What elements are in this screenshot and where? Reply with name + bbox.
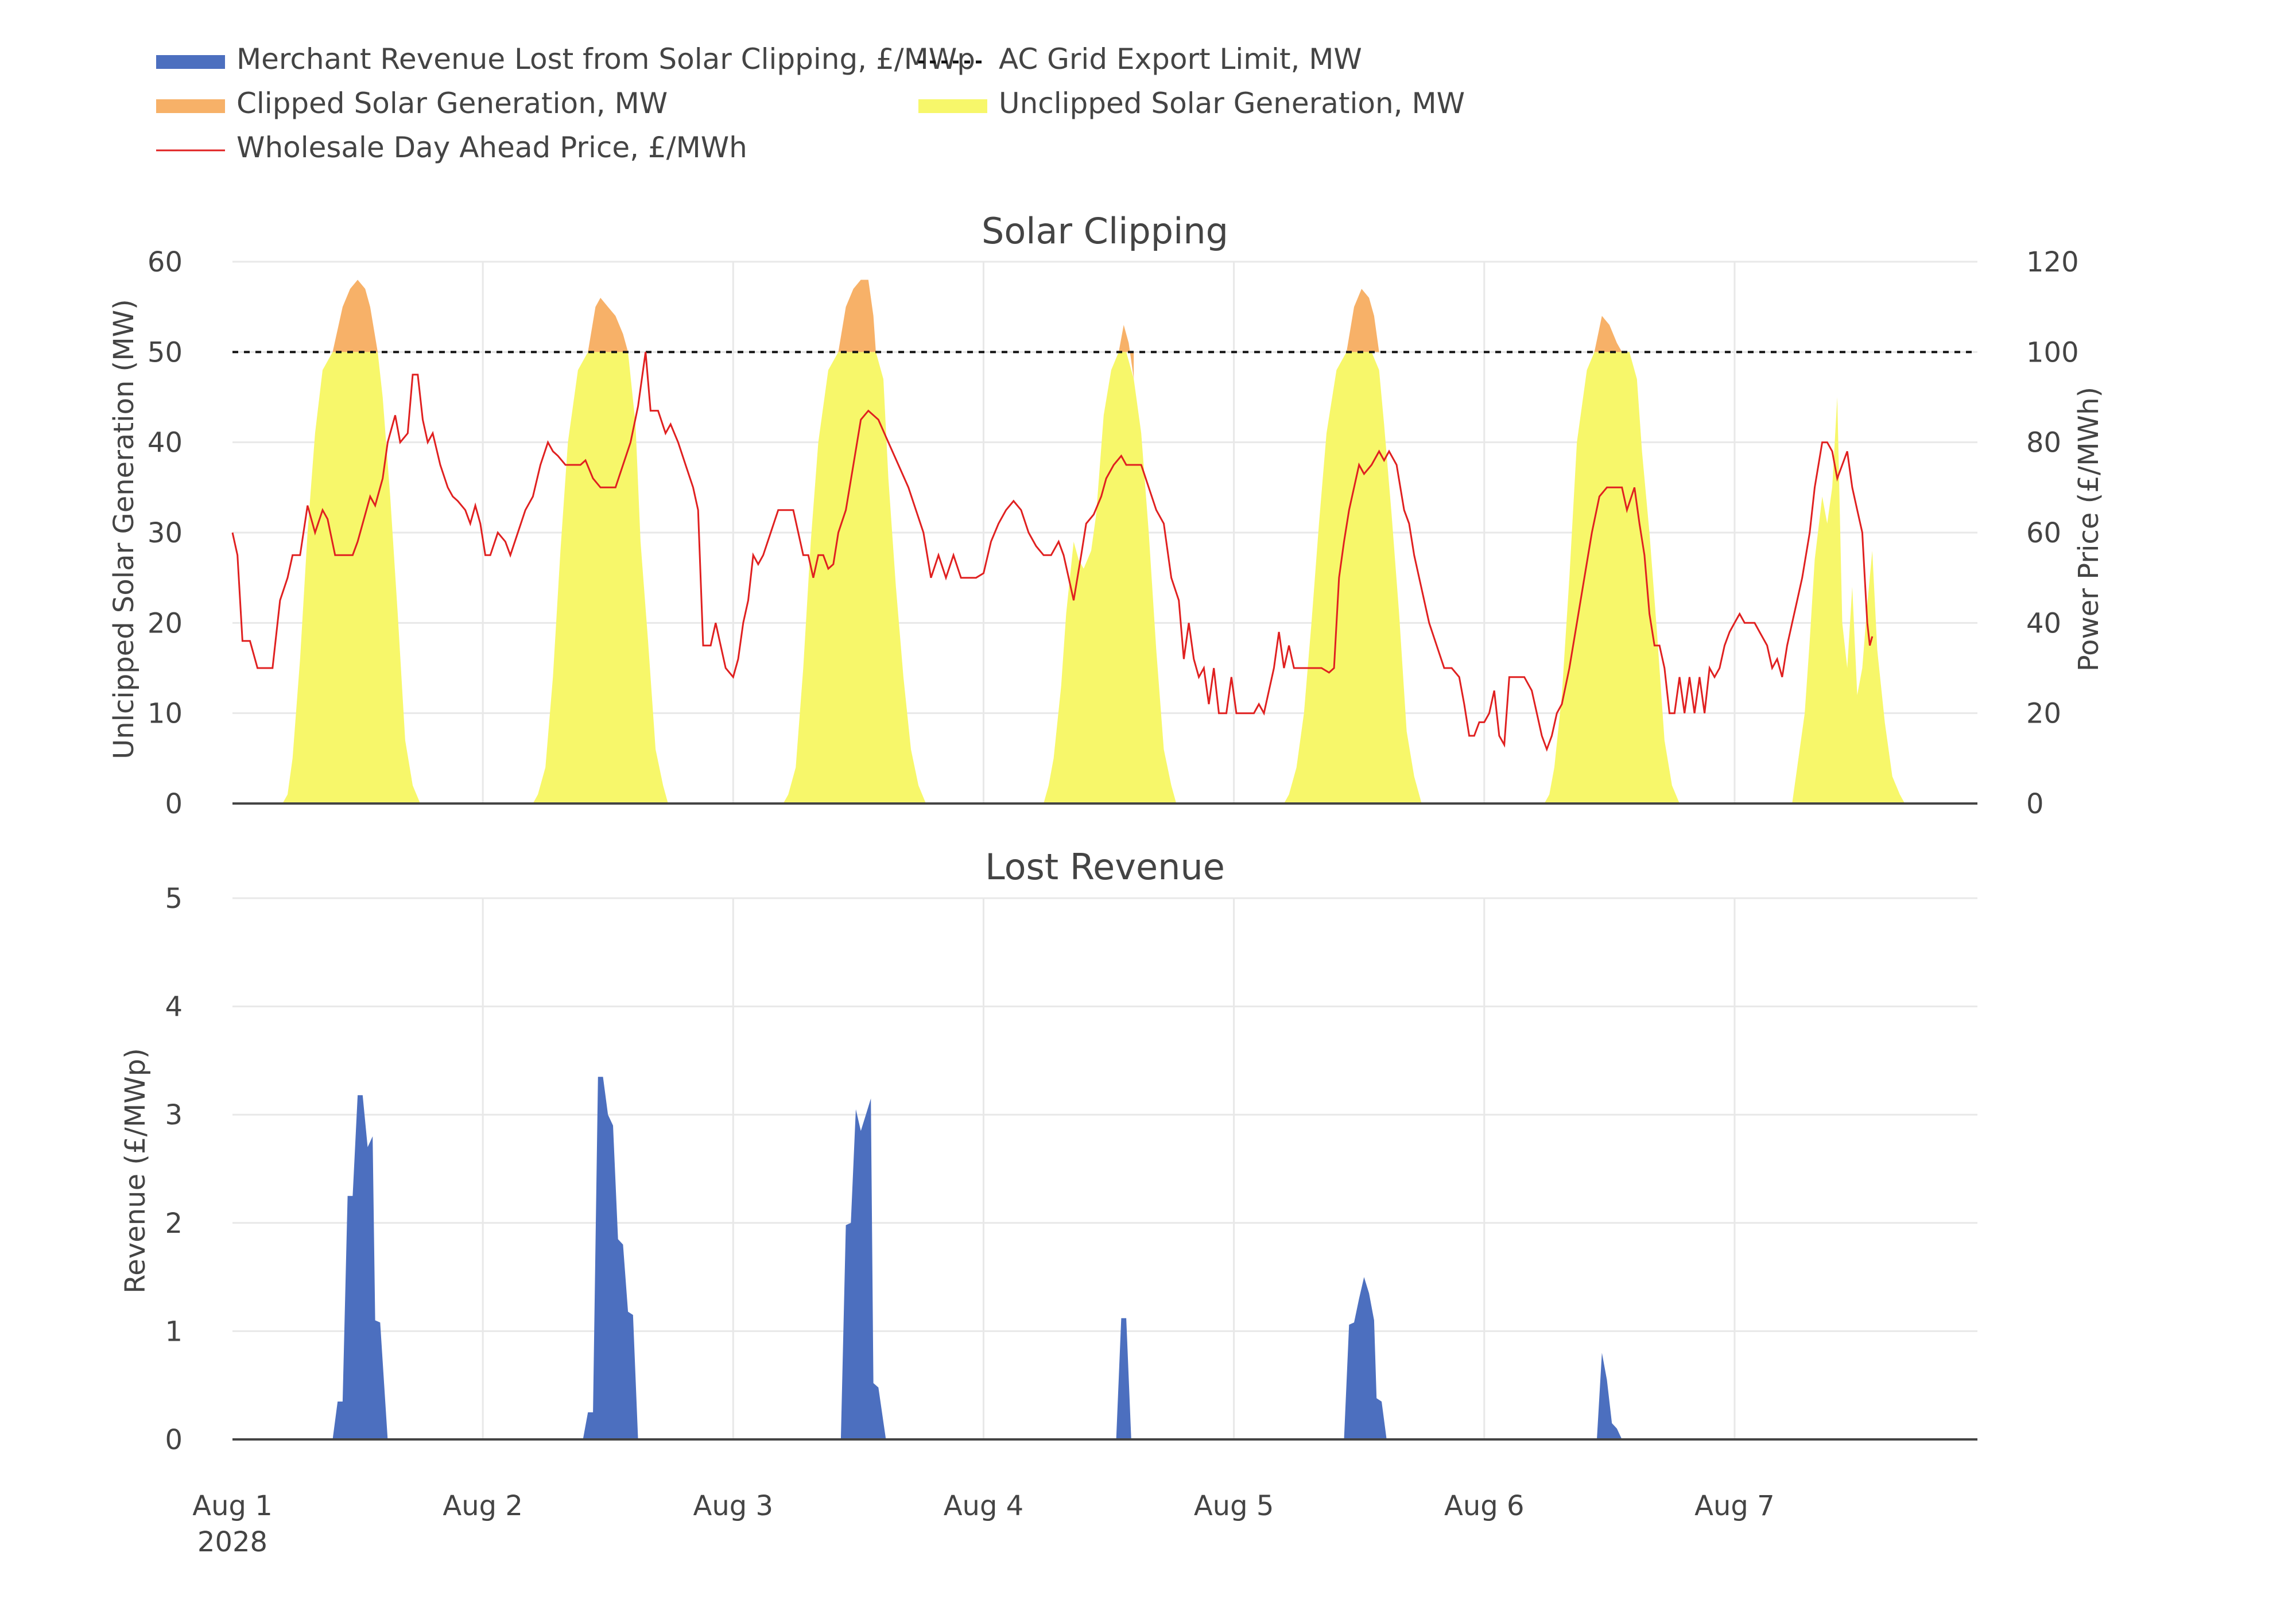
bottom-x-ticks: Aug 1 Aug 2 Aug 3 Aug 4 Aug 5 Aug 6 Aug 7 2028 <box>192 1490 1774 1558</box>
top-chart-title: Solar Clipping <box>982 210 1228 252</box>
bottom-y-ticks: 0 1 2 3 4 5 <box>165 883 183 1456</box>
legend: Merchant Revenue Lost from Solar Clippin… <box>156 42 1465 164</box>
x-tick-label: Aug 4 <box>944 1490 1024 1522</box>
solar-clipping-chart: Solar Clipping 0 10 20 30 40 50 60 0 20 40 60 80 10… <box>108 210 2105 820</box>
legend-swatch-lost-revenue <box>156 55 225 69</box>
clipped-generation-area <box>1594 316 1622 352</box>
lost-revenue-area <box>840 1098 886 1439</box>
x-tick-label: Aug 3 <box>693 1490 774 1522</box>
legend-label-clipped: Clipped Solar Generation, MW <box>236 87 668 120</box>
top-y-ticks: 0 10 20 30 40 50 60 <box>148 246 183 820</box>
price-line <box>231 352 1874 752</box>
legend-label-price: Wholesale Day Ahead Price, £/MWh <box>236 131 747 164</box>
unclipped-generation-area <box>232 352 1977 804</box>
top-y2-axis-label: Power Price (£/MWh) <box>2073 387 2105 671</box>
bottom-gridlines <box>232 897 1977 1439</box>
clipped-generation-area <box>1346 289 1379 352</box>
clipped-generation-area <box>588 297 629 352</box>
top-y2-tick-label: 120 <box>2026 246 2079 278</box>
top-y2-tick-label: 100 <box>2026 336 2079 368</box>
bottom-y-tick-label: 3 <box>165 1099 183 1131</box>
x-tick-label: Aug 7 <box>1694 1490 1775 1522</box>
lost-revenue-area <box>1597 1353 1622 1439</box>
x-tick-label: Aug 2 <box>443 1490 523 1522</box>
legend-label-lost-revenue: Merchant Revenue Lost from Solar Clippin… <box>236 42 975 76</box>
top-areas <box>232 280 1977 804</box>
bottom-y-tick-label: 2 <box>165 1208 183 1240</box>
bottom-y-tick-label: 4 <box>165 991 183 1023</box>
x-tick-label: Aug 5 <box>1194 1490 1274 1522</box>
clipped-generation-area <box>838 280 876 352</box>
lost-revenue-area <box>1116 1318 1131 1439</box>
bottom-y-axis-label: Revenue (£/MWp) <box>119 1048 152 1294</box>
lost-revenue-area <box>332 1095 388 1439</box>
top-y-tick-label: 30 <box>148 517 183 549</box>
lost-revenue-chart: Lost Revenue 0 1 2 3 4 5 Aug 1 Aug 2 Aug 3 Aug 4… <box>119 846 1977 1558</box>
top-y2-ticks: 0 20 40 60 80 100 120 <box>2026 246 2079 820</box>
top-y2-tick-label: 20 <box>2026 698 2061 730</box>
top-y2-tick-label: 60 <box>2026 517 2061 549</box>
legend-label-unclipped: Unclipped Solar Generation, MW <box>999 87 1465 120</box>
top-y-tick-label: 40 <box>148 427 183 459</box>
bottom-y-tick-label: 5 <box>165 883 183 915</box>
clipped-generation-area <box>1118 325 1134 379</box>
top-y2-tick-label: 40 <box>2026 607 2061 639</box>
top-y-tick-label: 60 <box>148 246 183 278</box>
bottom-y-tick-label: 0 <box>165 1424 183 1456</box>
legend-label-export-limit: AC Grid Export Limit, MW <box>999 42 1362 76</box>
bottom-y-tick-label: 1 <box>165 1315 183 1348</box>
top-y-tick-label: 50 <box>148 336 183 368</box>
lost-revenue-area <box>1344 1277 1387 1439</box>
lost-revenue-area <box>583 1077 638 1439</box>
bottom-chart-title: Lost Revenue <box>985 846 1225 888</box>
top-y-tick-label: 0 <box>165 788 183 820</box>
clipped-generation-area <box>332 280 378 352</box>
top-y-tick-label: 20 <box>148 607 183 639</box>
top-y2-tick-label: 0 <box>2026 788 2044 820</box>
bottom-areas <box>332 1077 1622 1439</box>
legend-swatch-clipped <box>156 99 225 113</box>
x-tick-label: Aug 6 <box>1444 1490 1525 1522</box>
x-tick-year-label: 2028 <box>197 1526 267 1558</box>
top-y-axis-label: Unlcipped Solar Generation (MW) <box>108 299 140 759</box>
x-tick-label: Aug 1 <box>192 1490 273 1522</box>
top-y2-tick-label: 80 <box>2026 427 2061 459</box>
legend-swatch-unclipped <box>918 99 987 113</box>
top-y-tick-label: 10 <box>148 698 183 730</box>
